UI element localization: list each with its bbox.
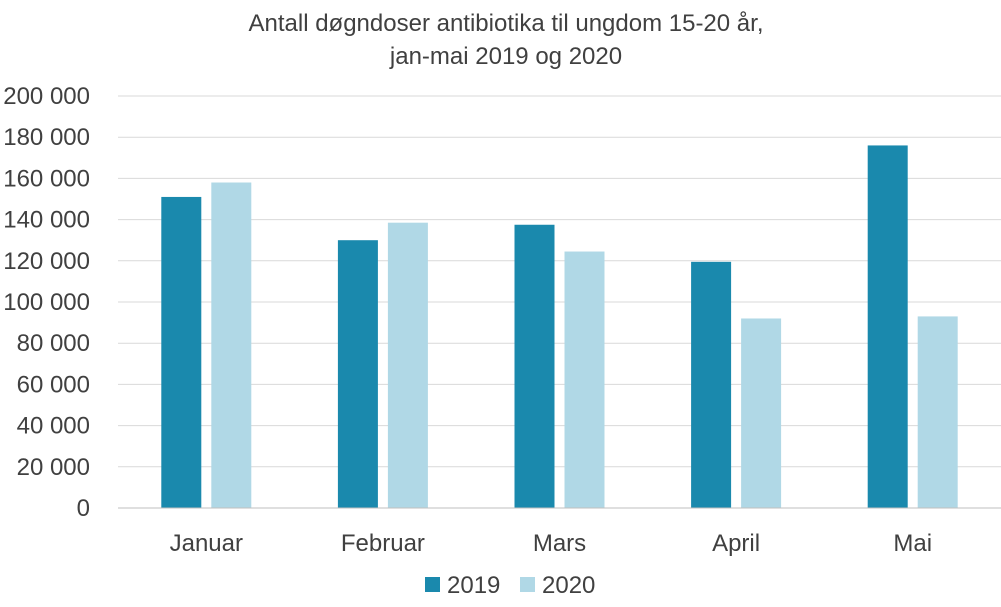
x-tick-label: Mai (893, 530, 932, 557)
y-tick-label: 100 000 (3, 289, 90, 316)
legend: 2019 2020 (425, 572, 595, 599)
x-tick-label: April (712, 530, 760, 557)
bar-2020-mars (564, 251, 605, 508)
chart-subtitle: jan-mai 2019 og 2020 (389, 43, 622, 70)
legend-label-2020: 2020 (542, 572, 595, 599)
x-tick-label: Februar (341, 530, 425, 557)
legend-swatch-2019 (425, 577, 440, 592)
y-tick-label: 140 000 (3, 207, 90, 234)
bar-2019-mai (867, 145, 908, 508)
bar-2019-januar (161, 196, 202, 508)
y-axis-ticks: 0 20 000 40 000 60 000 80 000 100 000 120 000 1… (3, 83, 90, 522)
y-tick-label: 20 000 (17, 454, 90, 481)
y-tick-label: 200 000 (3, 83, 90, 110)
gridlines (118, 95, 1001, 468)
y-tick-label: 160 000 (3, 165, 90, 192)
legend-label-2019: 2019 (447, 572, 500, 599)
bars (161, 145, 958, 508)
bar-2020-april (741, 318, 782, 508)
y-tick-label: 0 (77, 495, 90, 522)
legend-swatch-2020 (520, 577, 535, 592)
y-tick-label: 80 000 (17, 330, 90, 357)
bar-2020-februar (387, 222, 428, 508)
y-tick-label: 180 000 (3, 124, 90, 151)
bar-2019-mars (514, 224, 555, 508)
y-tick-label: 120 000 (3, 248, 90, 275)
y-tick-label: 60 000 (17, 371, 90, 398)
x-tick-label: Januar (170, 530, 243, 557)
bar-2020-mai (917, 316, 958, 508)
chart-title: Antall døgndoser antibiotika til ungdom … (249, 10, 764, 37)
bar-2019-april (691, 261, 732, 508)
bar-2019-februar (337, 240, 378, 508)
x-axis-ticks: Januar Februar Mars April Mai (170, 530, 932, 557)
y-tick-label: 40 000 (17, 413, 90, 440)
bar-2020-januar (211, 182, 252, 508)
x-tick-label: Mars (533, 530, 586, 557)
